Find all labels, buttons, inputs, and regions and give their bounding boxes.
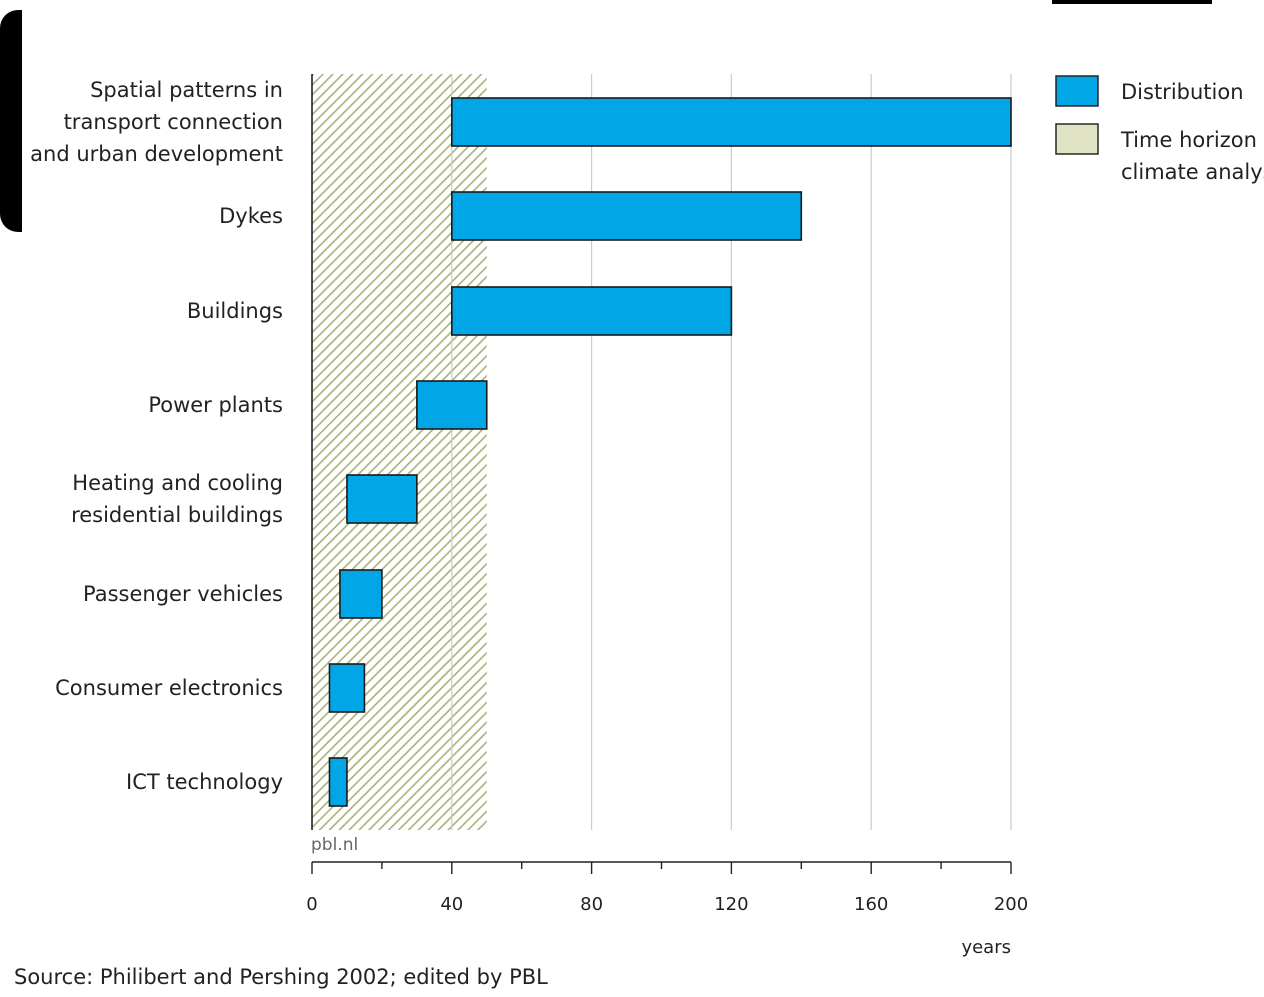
- time-horizon-band: [312, 74, 487, 830]
- legend-label-0-0: Distribution: [1121, 80, 1244, 104]
- bar-0: [450, 97, 1012, 147]
- category-label-3-0: Power plants: [148, 393, 283, 417]
- bar-7: [328, 757, 348, 807]
- watermark: pbl.nl: [311, 835, 358, 855]
- category-label-7-0: ICT technology: [126, 770, 283, 794]
- category-label-4-0: Heating and cooling: [72, 471, 283, 495]
- x-tick-label-40: 40: [440, 894, 463, 915]
- cropped-edge-glyph-left: [0, 10, 22, 232]
- bar-1: [450, 191, 803, 241]
- category-label-2-0: Buildings: [187, 299, 283, 323]
- legend-swatch-0: [1055, 75, 1099, 107]
- x-tick-label-80: 80: [580, 894, 603, 915]
- category-label-0-2: and urban development: [30, 142, 283, 166]
- category-label-0-0: Spatial patterns in: [90, 78, 283, 102]
- legend-swatch-1: [1055, 123, 1099, 155]
- legend-label-1-0: Time horizon: [1120, 128, 1257, 152]
- x-axis-label: years: [961, 937, 1011, 958]
- category-label-4-1: residential buildings: [71, 503, 283, 527]
- bar-6: [328, 663, 366, 713]
- bar-2: [450, 286, 733, 336]
- bar-3: [416, 380, 488, 430]
- x-tick-label-120: 120: [714, 894, 748, 915]
- x-tick-label-0: 0: [306, 894, 317, 915]
- category-label-5-0: Passenger vehicles: [83, 582, 283, 606]
- category-label-6-0: Consumer electronics: [55, 676, 283, 700]
- legend-label-1-1: climate analysis: [1121, 160, 1264, 184]
- x-tick-label-200: 200: [994, 894, 1028, 915]
- category-label-1-0: Dykes: [219, 204, 283, 228]
- x-tick-label-160: 160: [854, 894, 888, 915]
- source-note: Source: Philibert and Pershing 2002; edi…: [14, 965, 548, 989]
- cropped-edge-glyph-right: [1052, 0, 1212, 4]
- bar-5: [339, 569, 383, 619]
- bar-4: [346, 474, 418, 524]
- category-label-0-1: transport connection: [64, 110, 283, 134]
